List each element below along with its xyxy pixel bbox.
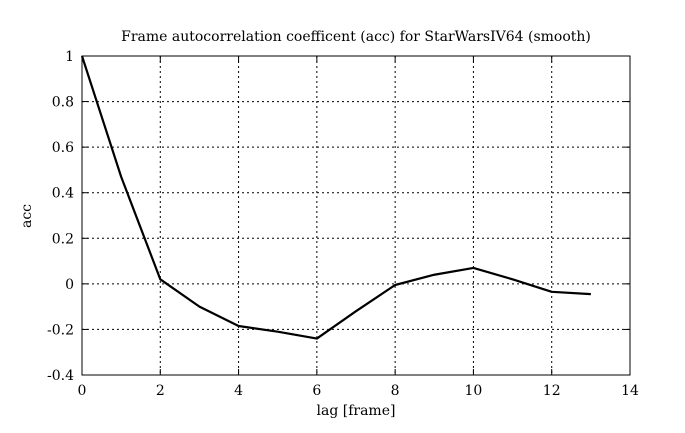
x-tick-label: 8 — [391, 383, 400, 399]
y-tick-label: 0.4 — [52, 186, 74, 202]
y-tick-label: 0 — [65, 277, 74, 293]
x-axis: 0 2 4 6 8 10 12 14 — [78, 56, 639, 399]
x-tick-label: 12 — [543, 383, 561, 399]
y-tick-label: 0.2 — [52, 231, 74, 247]
x-axis-label: lag [frame] — [317, 403, 396, 419]
y-tick-label: 1 — [65, 49, 74, 65]
x-tick-label: 0 — [78, 383, 87, 399]
series-group — [80, 55, 591, 340]
x-tick-label: 2 — [156, 383, 165, 399]
y-axis-label: acc — [19, 204, 35, 228]
x-grid — [159, 56, 553, 375]
y-tick-label: -0.4 — [47, 368, 74, 384]
y-tick-label: 0.8 — [52, 95, 74, 111]
x-tick-label: 14 — [621, 383, 639, 399]
y-axis: 1 0.8 0.6 0.4 0.2 0 -0.2 -0.4 — [47, 49, 630, 384]
x-tick-label: 6 — [312, 383, 321, 399]
chart-title: Frame autocorrelation coefficent (acc) f… — [121, 29, 591, 45]
plot-frame — [81, 55, 631, 376]
y-grid — [82, 101, 630, 330]
x-tick-label: 4 — [234, 383, 243, 399]
x-tick-label: 10 — [465, 383, 483, 399]
series-line — [80, 55, 591, 340]
y-tick-label: -0.2 — [47, 322, 74, 338]
y-tick-label: 0.6 — [52, 140, 74, 156]
